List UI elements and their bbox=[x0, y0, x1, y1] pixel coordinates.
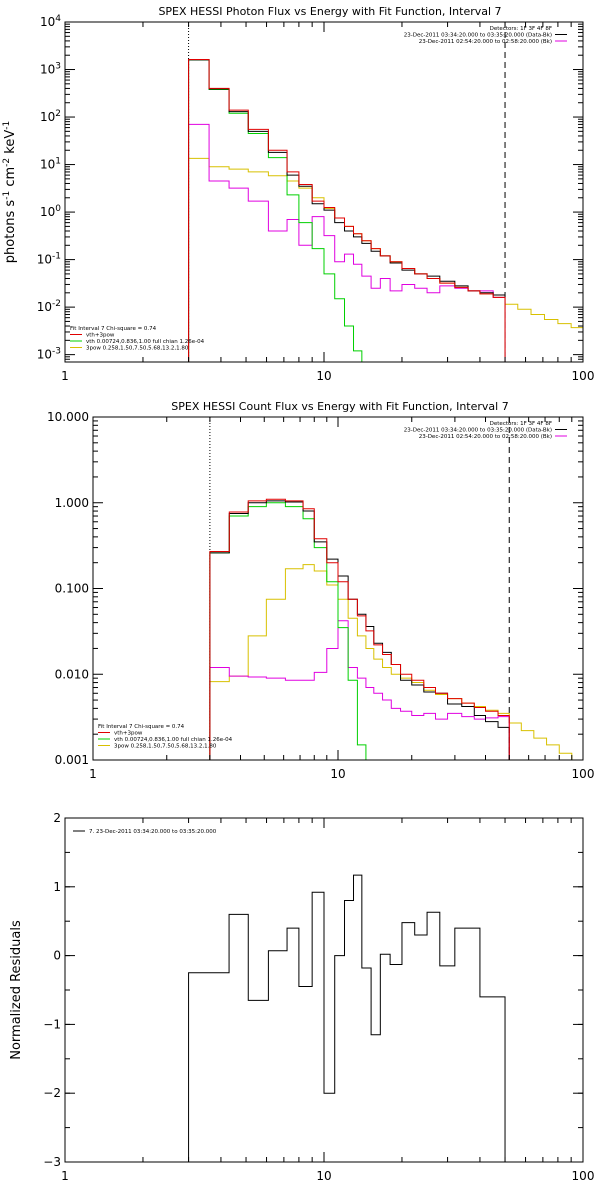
count-series-green bbox=[209, 502, 510, 760]
count-y-tick-label: 10.000 bbox=[47, 410, 89, 424]
count-legend-tr-entry: 23-Dec-2011 02:54:20.000 to 02:58:20.000… bbox=[419, 434, 552, 440]
residuals-panel: 1 10 100 −3 −2 −1 0 1 2 Normalized Residuals 7. … bbox=[9, 811, 594, 1183]
photon-legend-bl-entry: 3pow 0.258,1.50,7.50,5.68,13.2,1.80 bbox=[86, 346, 189, 352]
residuals-axes: 1 10 100 −3 −2 −1 0 1 2 bbox=[43, 811, 594, 1183]
resid-legend-tl-entry: 7. 23-Dec-2011 03:34:20.000 to 03:35:20.… bbox=[89, 829, 217, 835]
count-x-tick-label: 10 bbox=[330, 767, 345, 781]
residuals-y-tick-label: −1 bbox=[43, 1017, 61, 1031]
photon-flux-panel: SPEX HESSI Photon Flux vs Energy with Fi… bbox=[2, 5, 594, 383]
count-legend-bottom-left: Fit Interval 7 Chi-square = 0.74vth+3pow… bbox=[98, 724, 233, 750]
photon-y-axis-label: photons s-1 cm-2 keV-1 bbox=[2, 121, 18, 263]
residuals-legend-top-left: 7. 23-Dec-2011 03:34:20.000 to 03:35:20.… bbox=[73, 829, 217, 835]
count-axes: 1 10 100 0.001 0.010 0.100 1.000 10.000 bbox=[47, 410, 594, 781]
photon-legend-bl-entry: Fit Interval 7 Chi-square = 0.74 bbox=[70, 326, 157, 332]
residuals-plot-area bbox=[188, 874, 506, 1162]
photon-y-tick-label: 102 bbox=[40, 109, 61, 124]
count-legend-tr-entry: Detectors: 1F 3F 4F 8F bbox=[490, 421, 552, 427]
count-series-magenta bbox=[209, 620, 510, 760]
residuals-x-tick-label: 100 bbox=[572, 1169, 595, 1183]
photon-marks bbox=[188, 22, 583, 362]
count-legend-bl-entry: vth 0.00724,0.836,1.00 full chian 1.26e-… bbox=[114, 737, 233, 743]
photon-y-tick-label: 101 bbox=[40, 157, 61, 172]
count-flux-panel: SPEX HESSI Count Flux vs Energy with Fit… bbox=[47, 400, 594, 781]
count-y-tick-label: 1.000 bbox=[55, 496, 89, 510]
count-legend-bl-entry: vth+3pow bbox=[114, 731, 143, 737]
residuals-y-tick-label: −3 bbox=[43, 1155, 61, 1169]
count-chart-title: SPEX HESSI Count Flux vs Energy with Fit… bbox=[171, 400, 508, 413]
count-legend-tr-entry: 23-Dec-2011 03:34:20.000 to 03:35:20.000… bbox=[404, 428, 552, 434]
count-y-tick-label: 0.010 bbox=[55, 667, 89, 681]
residuals-x-tick-label: 10 bbox=[316, 1169, 331, 1183]
photon-chart-title: SPEX HESSI Photon Flux vs Energy with Fi… bbox=[158, 5, 501, 18]
photon-x-tick-label: 100 bbox=[572, 369, 595, 383]
count-marks bbox=[209, 417, 583, 760]
residuals-series-black bbox=[188, 874, 506, 1162]
photon-legend-tr-entry: 23-Dec-2011 03:34:20.000 to 03:35:20.000… bbox=[404, 33, 552, 39]
residuals-x-tick-label: 1 bbox=[61, 1169, 69, 1183]
photon-y-tick-label: 103 bbox=[40, 62, 61, 77]
residuals-marks bbox=[188, 874, 506, 1162]
residuals-y-tick-label: 1 bbox=[53, 880, 61, 894]
count-legend-bl-entry: Fit Interval 7 Chi-square = 0.74 bbox=[98, 724, 185, 730]
residuals-y-tick-label: 0 bbox=[53, 949, 61, 963]
photon-legend-bl-entry: vth 0.00724,0.836,1.00 full chian 1.26e-… bbox=[86, 339, 205, 345]
photon-y-tick-label: 10-2 bbox=[37, 299, 61, 314]
photon-legend-bottom-left: Fit Interval 7 Chi-square = 0.74vth+3pow… bbox=[70, 326, 205, 352]
photon-y-tick-label: 104 bbox=[40, 14, 61, 29]
residuals-y-tick-label: −2 bbox=[43, 1086, 61, 1100]
count-y-tick-label: 0.001 bbox=[55, 753, 89, 767]
photon-plot-area bbox=[188, 22, 583, 362]
photon-legend-bl-entry: vth+3pow bbox=[86, 333, 115, 339]
photon-y-tick-label: 100 bbox=[40, 204, 61, 219]
residuals-y-axis-label: Normalized Residuals bbox=[9, 920, 24, 1060]
photon-series-red bbox=[188, 59, 506, 362]
photon-legend-tr-entry: 23-Dec-2011 02:54:20.000 to 02:58:20.000… bbox=[419, 39, 552, 45]
count-series-red bbox=[209, 498, 510, 760]
count-x-tick-label: 100 bbox=[572, 767, 595, 781]
photon-legend-tr-entry: Detectors: 1F 3F 4F 8F bbox=[490, 26, 552, 32]
photon-x-tick-label: 10 bbox=[316, 369, 331, 383]
residuals-y-tick-label: 2 bbox=[53, 811, 61, 825]
photon-axes: 1 10 100 10-3 10-2 10-1 100 101 102 103 104 bbox=[37, 14, 595, 383]
photon-y-tick-label: 10-3 bbox=[37, 347, 61, 362]
count-plot-area bbox=[209, 417, 583, 760]
count-y-tick-label: 0.100 bbox=[55, 582, 89, 596]
photon-y-tick-label: 10-1 bbox=[37, 252, 61, 267]
count-legend-bl-entry: 3pow 0.258,1.50,7.50,5.68,13.2,1.80 bbox=[114, 744, 217, 750]
photon-x-tick-label: 1 bbox=[61, 369, 69, 383]
count-x-tick-label: 1 bbox=[89, 767, 97, 781]
